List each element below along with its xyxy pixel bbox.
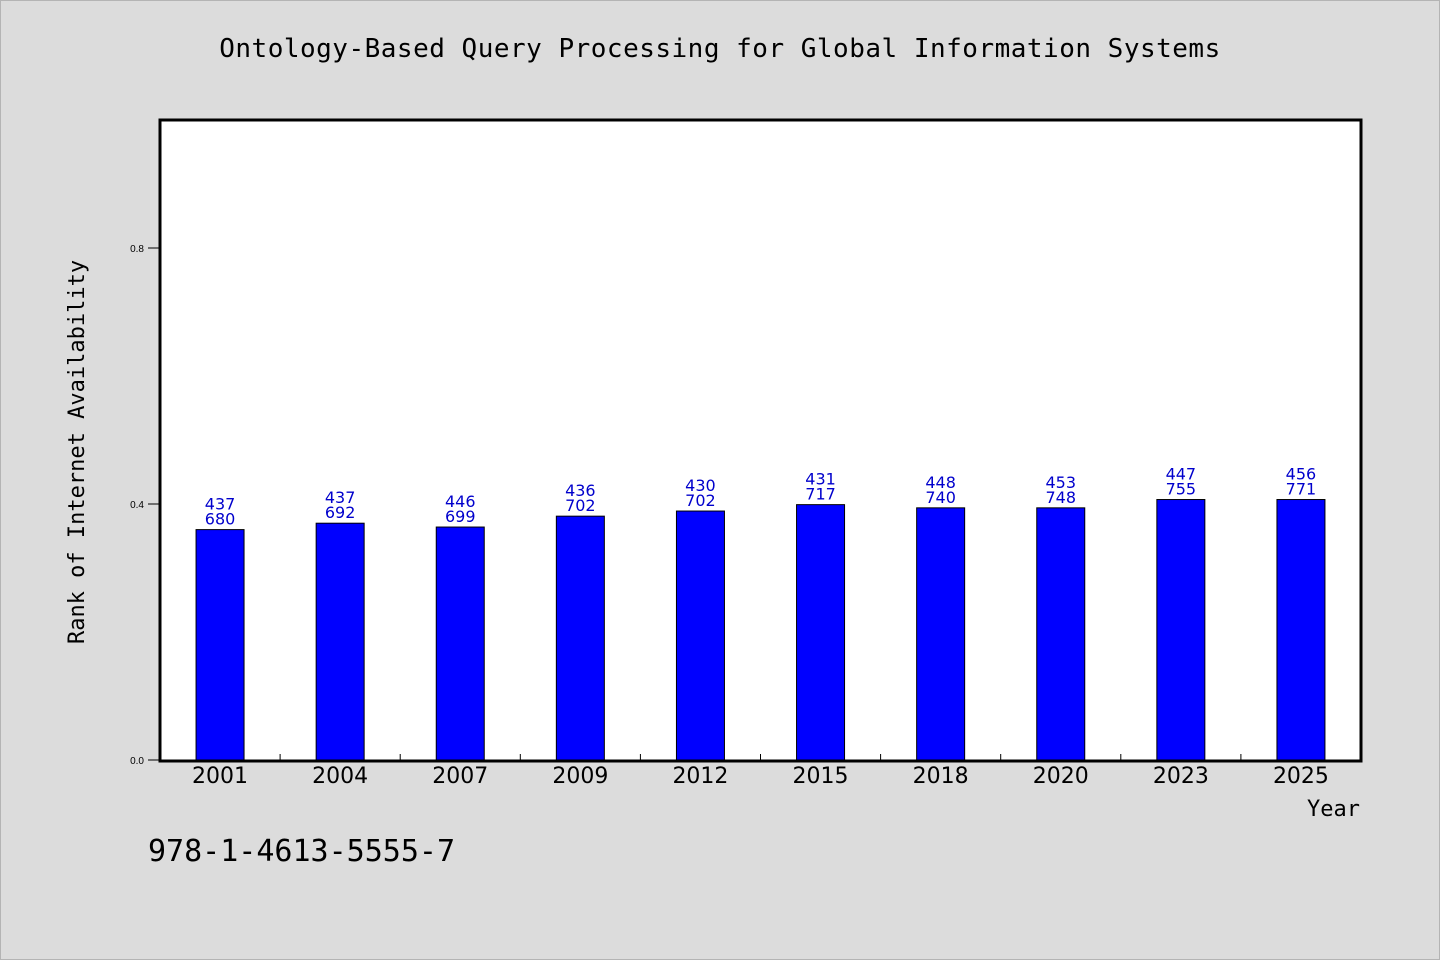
- x-tick-label: 2012: [672, 764, 728, 789]
- y-tick-label: 0.0: [130, 756, 144, 767]
- chart-title: Ontology-Based Query Processing for Glob…: [219, 34, 1221, 64]
- bar-label-bottom: 702: [685, 491, 716, 510]
- bar-2009: [555, 515, 605, 761]
- bar-label-top: 453: [1045, 473, 1076, 492]
- bar-label-bottom: 717: [805, 485, 836, 504]
- bar-2023: [1156, 499, 1206, 761]
- x-axis-title: Year: [1307, 797, 1360, 822]
- bar-label-top: 436: [565, 481, 596, 500]
- bar-2015: [796, 504, 846, 761]
- x-tick-label: 2009: [552, 764, 608, 789]
- bar-label-bottom: 699: [445, 507, 476, 526]
- bar-2012: [675, 510, 725, 761]
- x-tick-label: 2018: [913, 764, 969, 789]
- bar-label-bottom: 755: [1166, 480, 1197, 499]
- bar-label-top: 456: [1286, 465, 1317, 484]
- bar-label-top: 447: [1166, 465, 1197, 484]
- x-tick-label: 2020: [1033, 764, 1089, 789]
- bar-2018: [916, 507, 966, 761]
- bar-label-top: 437: [205, 495, 236, 514]
- bar-2004: [315, 522, 365, 761]
- bar-label-bottom: 748: [1045, 488, 1076, 507]
- bar-2020: [1036, 507, 1086, 761]
- x-tick-label: 2023: [1153, 764, 1209, 789]
- x-tick-label: 2025: [1273, 764, 1329, 789]
- bar-label-top: 430: [685, 476, 716, 495]
- bar-label-bottom: 702: [565, 496, 596, 515]
- x-tick-label: 2001: [192, 764, 248, 789]
- bar-label-bottom: 740: [925, 488, 956, 507]
- bar-label-top: 437: [325, 488, 356, 507]
- bar-2007: [435, 526, 485, 761]
- bar-label-bottom: 680: [205, 510, 236, 529]
- y-tick-label: 0.4: [130, 500, 144, 511]
- y-tick-label: 0.8: [130, 244, 144, 255]
- bar-label-top: 448: [925, 473, 956, 492]
- bar-label-top: 431: [805, 470, 836, 489]
- x-tick-label: 2007: [432, 764, 488, 789]
- y-axis-title: Rank of Internet Availability: [65, 260, 90, 644]
- bar-label-top: 446: [445, 492, 476, 511]
- bar-label-bottom: 771: [1286, 480, 1317, 499]
- x-tick-label: 2015: [793, 764, 849, 789]
- x-axis: 2001 2004 2007 2009 2012 2015 2018 2020 2023 2025: [192, 754, 1329, 789]
- bars: 4376804376924466994367024307024317174487…: [195, 465, 1326, 761]
- bar-2025: [1276, 499, 1326, 761]
- bar-label-bottom: 692: [325, 503, 356, 522]
- x-tick-label: 2004: [312, 764, 368, 789]
- bar-2001: [195, 529, 245, 761]
- isbn-label: 978-1-4613-5555-7: [148, 834, 456, 869]
- y-axis: 0.0 0.4 0.8: [130, 244, 160, 767]
